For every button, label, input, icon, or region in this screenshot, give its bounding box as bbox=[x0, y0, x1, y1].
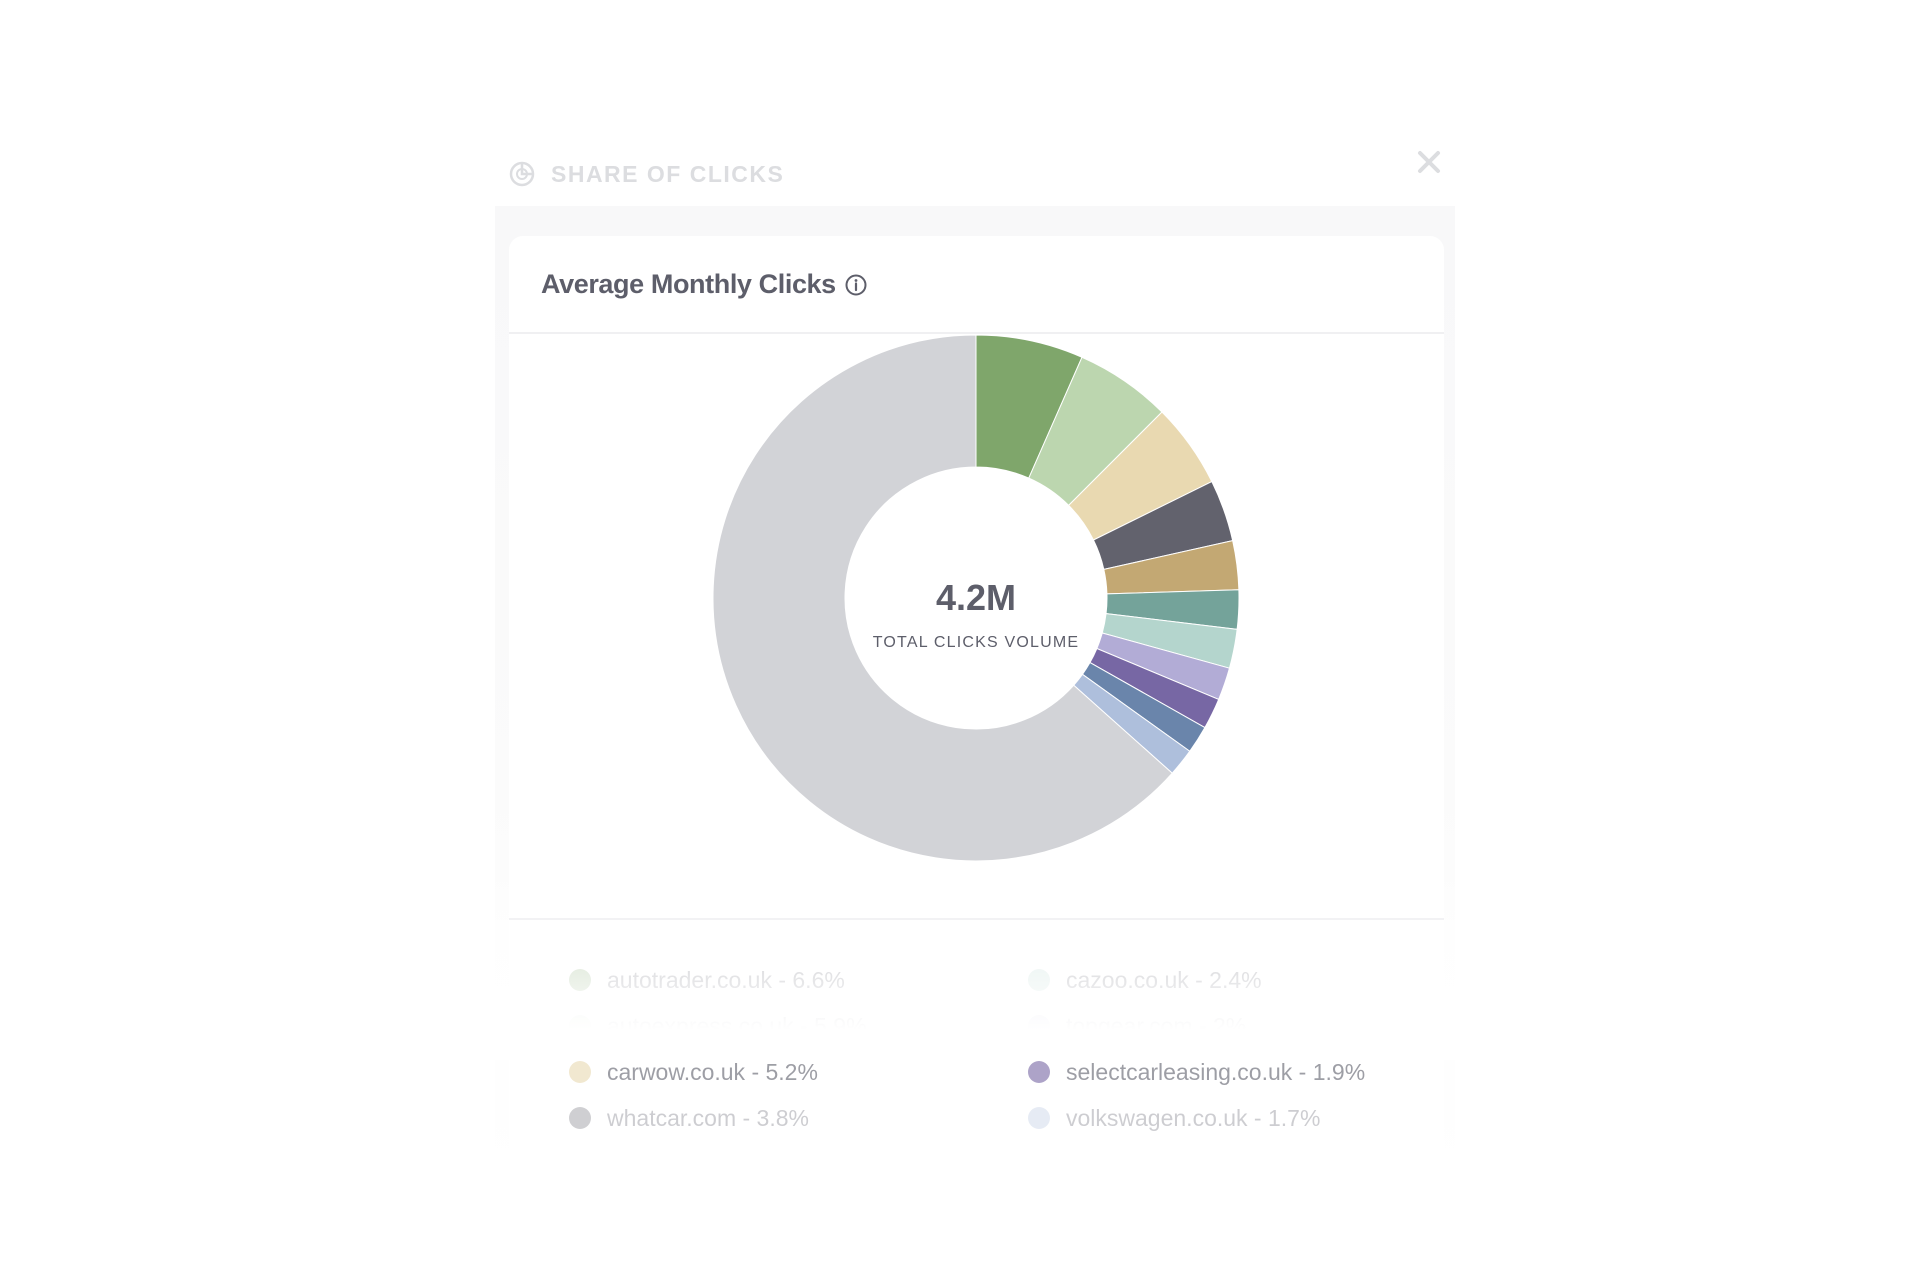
legend-label: cazoo.co.uk - 2.4% bbox=[1066, 966, 1262, 993]
chart-card: Average Monthly Clicks 4.2M TOTAL CLICKS… bbox=[509, 236, 1444, 1176]
pie-chart-icon bbox=[509, 161, 535, 187]
card-header: Average Monthly Clicks bbox=[509, 236, 1444, 334]
legend-color-dot bbox=[1028, 1015, 1050, 1037]
donut-chart-svg: 4.2M TOTAL CLICKS VOLUME bbox=[712, 334, 1240, 862]
legend: autotrader.co.uk - 6.6% autoexpress.co.uk… bbox=[509, 920, 1444, 1176]
legend-item[interactable]: autoexpress.co.uk - 5.9% bbox=[569, 1011, 867, 1041]
legend-item[interactable]: carwow.co.uk - 5.2% bbox=[569, 1057, 818, 1087]
legend-label: whatcar.com - 3.8% bbox=[607, 1104, 809, 1131]
card-title: Average Monthly Clicks bbox=[541, 268, 836, 299]
legend-label: autotrader.co.uk - 6.6% bbox=[607, 966, 845, 993]
modal-title: SHARE OF CLICKS bbox=[551, 160, 785, 187]
legend-item[interactable]: selectcarleasing.co.uk - 1.9% bbox=[1028, 1057, 1365, 1087]
legend-item[interactable]: cazoo.co.uk - 2.4% bbox=[1028, 965, 1262, 995]
close-icon[interactable] bbox=[1415, 148, 1443, 176]
center-value: 4.2M bbox=[936, 577, 1016, 618]
legend-color-dot bbox=[1028, 1107, 1050, 1129]
legend-item[interactable]: topgear.com - 2% bbox=[1028, 1011, 1246, 1041]
legend-label: selectcarleasing.co.uk - 1.9% bbox=[1066, 1058, 1366, 1085]
modal-header: SHARE OF CLICKS bbox=[507, 148, 1443, 200]
legend-label: topgear.com - 2% bbox=[1066, 1012, 1247, 1039]
legend-color-dot bbox=[569, 1015, 591, 1037]
donut-chart: 4.2M TOTAL CLICKS VOLUME bbox=[509, 334, 1444, 920]
legend-color-dot bbox=[569, 969, 591, 991]
legend-label: volkswagen.co.uk - 1.7% bbox=[1066, 1104, 1321, 1131]
info-icon[interactable] bbox=[844, 273, 868, 297]
center-label: TOTAL CLICKS VOLUME bbox=[873, 634, 1080, 651]
legend-item[interactable]: autotrader.co.uk - 6.6% bbox=[569, 965, 845, 995]
legend-label: carwow.co.uk - 5.2% bbox=[607, 1058, 818, 1085]
modal-body: Average Monthly Clicks 4.2M TOTAL CLICKS… bbox=[495, 206, 1455, 1176]
legend-color-dot bbox=[569, 1061, 591, 1083]
share-of-clicks-modal: SHARE OF CLICKS Average Monthly Clicks 4… bbox=[495, 136, 1455, 1176]
legend-color-dot bbox=[569, 1107, 591, 1129]
legend-item[interactable]: volkswagen.co.uk - 1.7% bbox=[1028, 1103, 1320, 1133]
legend-item[interactable]: whatcar.com - 3.8% bbox=[569, 1103, 809, 1133]
donut-slice-other-11[interactable] bbox=[712, 334, 1173, 862]
legend-label: autoexpress.co.uk - 5.9% bbox=[607, 1012, 867, 1039]
legend-color-dot bbox=[1028, 969, 1050, 991]
legend-color-dot bbox=[1028, 1061, 1050, 1083]
